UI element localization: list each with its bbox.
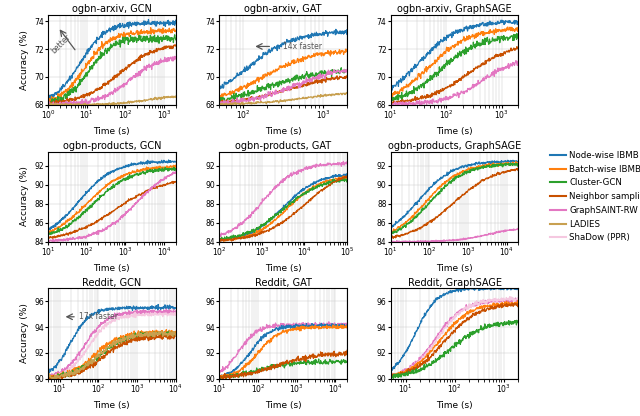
X-axis label: Time (s): Time (s) — [265, 264, 301, 273]
X-axis label: Time (s): Time (s) — [93, 401, 130, 410]
Y-axis label: Accuracy (%): Accuracy (%) — [20, 304, 29, 364]
X-axis label: Time (s): Time (s) — [93, 127, 130, 136]
Title: ogbn-products, GraphSAGE: ogbn-products, GraphSAGE — [388, 141, 521, 151]
Y-axis label: Accuracy (%): Accuracy (%) — [20, 30, 29, 89]
Text: 17x faster: 17x faster — [79, 312, 118, 321]
Text: 14x faster: 14x faster — [282, 42, 321, 51]
Title: ogbn-arxiv, GraphSAGE: ogbn-arxiv, GraphSAGE — [397, 4, 512, 14]
X-axis label: Time (s): Time (s) — [265, 127, 301, 136]
X-axis label: Time (s): Time (s) — [436, 401, 473, 410]
Title: Reddit, GAT: Reddit, GAT — [255, 278, 312, 288]
Title: ogbn-products, GAT: ogbn-products, GAT — [235, 141, 332, 151]
X-axis label: Time (s): Time (s) — [93, 264, 130, 273]
X-axis label: Time (s): Time (s) — [436, 127, 473, 136]
Title: Reddit, GCN: Reddit, GCN — [82, 278, 141, 288]
X-axis label: Time (s): Time (s) — [265, 401, 301, 410]
Title: ogbn-arxiv, GAT: ogbn-arxiv, GAT — [244, 4, 322, 14]
Y-axis label: Accuracy (%): Accuracy (%) — [20, 167, 29, 226]
Title: Reddit, GraphSAGE: Reddit, GraphSAGE — [408, 278, 502, 288]
X-axis label: Time (s): Time (s) — [436, 264, 473, 273]
Legend: Node-wise IBMB, Batch-wise IBMB, Cluster-GCN, Neighbor sampling, GraphSAINT-RW, : Node-wise IBMB, Batch-wise IBMB, Cluster… — [550, 151, 640, 242]
Title: ogbn-products, GCN: ogbn-products, GCN — [63, 141, 161, 151]
Text: better: better — [50, 32, 73, 55]
Title: ogbn-arxiv, GCN: ogbn-arxiv, GCN — [72, 4, 152, 14]
